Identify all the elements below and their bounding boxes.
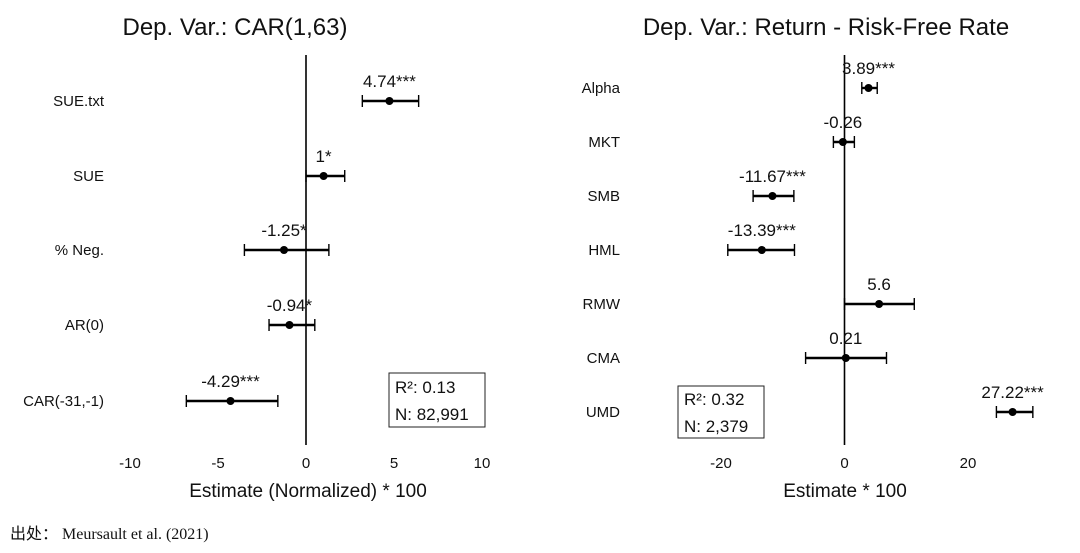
x-tick-label: 10 (474, 455, 491, 472)
estimate-label: -1.25* (261, 221, 307, 240)
x-tick-label: -20 (710, 455, 732, 472)
left-n-obs: N: 82,991 (395, 405, 469, 424)
x-tick-label: -10 (119, 455, 141, 472)
estimate-point (319, 172, 328, 180)
right-title: Dep. Var.: Return - Risk-Free Rate (643, 14, 1009, 41)
category-label: RMW (583, 296, 621, 313)
left-title: Dep. Var.: CAR(1,63) (123, 14, 348, 41)
category-label: SUE (73, 168, 104, 185)
x-tick-label: -5 (211, 455, 224, 472)
estimate-point (757, 246, 766, 254)
estimate-label: 3.89*** (842, 59, 895, 78)
x-tick-label: 0 (840, 455, 848, 472)
right-stats-box: R²: 0.32 N: 2,379 (677, 385, 765, 439)
estimate-point (280, 246, 288, 254)
right-r-squared: R²: 0.32 (684, 390, 744, 409)
estimate-label: 0.21 (829, 329, 862, 348)
estimate-point (385, 97, 394, 105)
x-tick-label: 5 (390, 455, 398, 472)
estimate-point (838, 138, 847, 146)
source-note: 出处： Meursault et al. (2021) (10, 525, 209, 543)
x-tick-label: 20 (960, 455, 977, 472)
estimate-label: 27.22*** (981, 383, 1044, 402)
estimate-label: 1* (316, 147, 332, 166)
left-r-squared: R²: 0.13 (395, 378, 455, 397)
category-label: UMD (586, 404, 620, 421)
estimate-point (285, 321, 294, 329)
category-label: SMB (587, 188, 620, 205)
category-label: % Neg. (55, 242, 104, 259)
x-tick-label: 0 (302, 455, 310, 472)
estimate-label: -0.94* (267, 296, 313, 315)
estimate-label: -11.67*** (739, 167, 806, 186)
estimate-label: -0.26 (824, 113, 863, 132)
estimate-label: -13.39*** (728, 221, 796, 240)
left-stats-box: R²: 0.13 N: 82,991 (388, 372, 486, 428)
estimate-point (841, 354, 850, 362)
category-label: CMA (587, 350, 620, 367)
left-x-axis-label: Estimate (Normalized) * 100 (189, 481, 427, 502)
right-n-obs: N: 2,379 (684, 417, 748, 436)
estimate-point (226, 397, 235, 405)
category-label: MKT (588, 134, 620, 151)
estimate-point (768, 192, 777, 200)
category-label: AR(0) (65, 317, 104, 334)
category-label: Alpha (582, 80, 621, 97)
estimate-label: 5.6 (867, 275, 891, 294)
estimate-label: -4.29*** (201, 372, 260, 391)
estimate-point (1008, 408, 1017, 416)
right-coefficient-plot: Dep. Var.: Return - Risk-Free Rate -20 0 2… (582, 14, 1045, 502)
category-label: CAR(-31,-1) (23, 393, 104, 410)
category-label: HML (588, 242, 620, 259)
category-label: SUE.txt (53, 93, 105, 110)
estimate-label: 4.74*** (363, 72, 416, 91)
left-coefficient-plot: Dep. Var.: CAR(1,63) -10 -5 0 5 10 SUE.txt 4.7… (23, 14, 490, 502)
estimate-point (864, 84, 873, 92)
estimate-point (875, 300, 884, 308)
right-x-axis-label: Estimate * 100 (783, 481, 907, 502)
